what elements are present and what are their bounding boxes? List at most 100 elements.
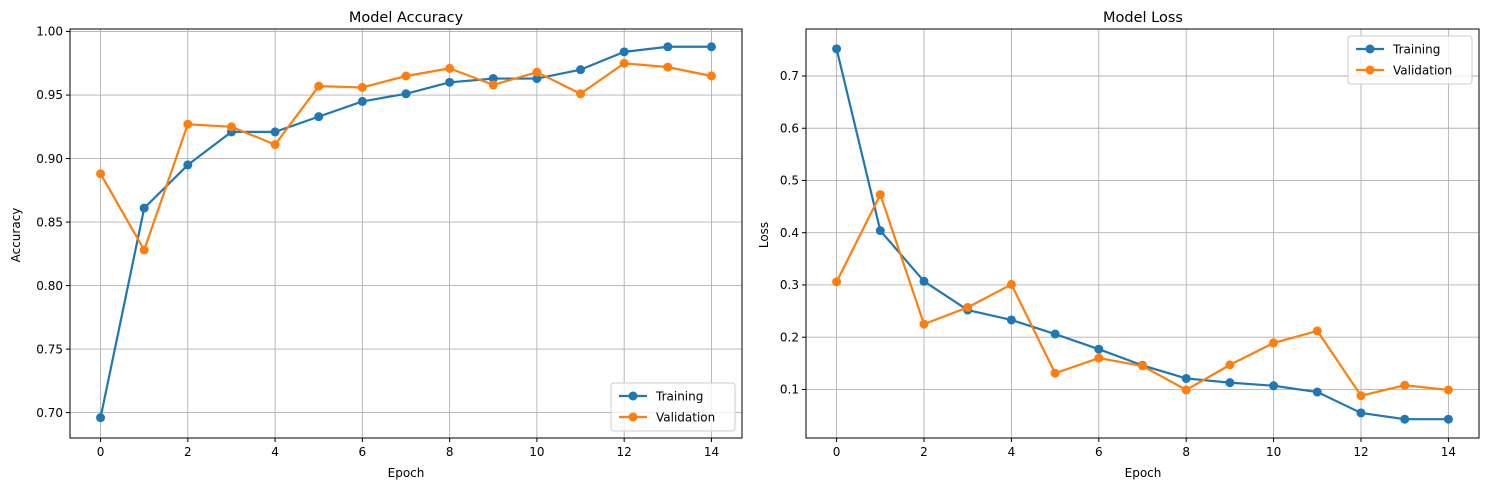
accuracy-training-point — [357, 96, 367, 106]
loss-validation-point — [963, 302, 973, 312]
loss-training-point — [832, 44, 842, 54]
accuracy-ticks: 0 2 4 6 8 10 12 14 0.70 0.75 0.80 0.85 0.90 0.95 1.00 — [36, 25, 719, 459]
loss-legend-validation-marker — [1365, 65, 1375, 75]
accuracy-series — [96, 42, 716, 423]
loss-x-axis-label: Epoch — [1125, 466, 1162, 480]
accuracy-x-axis-label: Epoch — [388, 466, 425, 480]
loss-y-tick-label: 0.6 — [780, 121, 799, 135]
accuracy-validation-point — [401, 71, 411, 81]
accuracy-chart-title: Model Accuracy — [349, 10, 464, 26]
accuracy-y-tick-label: 0.95 — [36, 88, 63, 102]
accuracy-legend-validation-marker — [628, 412, 638, 422]
loss-training-point — [1269, 381, 1279, 391]
accuracy-training-point — [401, 89, 411, 99]
loss-ticks: 0 2 4 6 8 10 12 14 0.1 0.2 0.3 0.4 0.5 0.6 0.7 — [780, 69, 1456, 459]
loss-x-tick-label: 4 — [1008, 445, 1016, 459]
accuracy-chart-panel: Model Accuracy Epoch Accuracy 0 2 4 6 8 10 12 1… — [9, 10, 743, 480]
accuracy-x-tick-label: 14 — [704, 445, 719, 459]
loss-y-axis-label: Loss — [757, 222, 771, 248]
accuracy-validation-point — [619, 58, 629, 68]
loss-x-tick-label: 0 — [833, 445, 841, 459]
accuracy-validation-point — [226, 122, 236, 132]
loss-validation-point — [1138, 361, 1147, 371]
loss-training-point — [1356, 408, 1366, 418]
accuracy-training-point — [183, 160, 193, 170]
accuracy-validation-point — [96, 169, 106, 179]
loss-validation-point — [1006, 279, 1016, 289]
accuracy-y-tick-label: 0.85 — [36, 215, 63, 229]
loss-plot-frame — [805, 28, 1480, 439]
loss-y-tick-label: 0.3 — [780, 278, 799, 292]
accuracy-training-point — [139, 203, 149, 213]
accuracy-legend-validation-label: Validation — [656, 411, 715, 425]
accuracy-validation-point — [183, 119, 193, 129]
loss-validation-point — [1400, 380, 1410, 390]
loss-validation-point — [919, 319, 929, 329]
accuracy-training-point — [532, 74, 542, 84]
loss-y-tick-label: 0.7 — [780, 69, 799, 83]
loss-validation-point — [1356, 391, 1366, 401]
accuracy-training-point — [314, 112, 324, 122]
loss-training-point — [1181, 373, 1191, 383]
accuracy-training-point — [619, 47, 629, 57]
accuracy-training-point — [576, 65, 586, 75]
accuracy-y-tick-label: 1.00 — [36, 25, 63, 39]
accuracy-legend: Training Validation — [610, 382, 736, 432]
accuracy-training-point — [663, 42, 673, 52]
loss-training-point — [1400, 414, 1410, 424]
loss-validation-point — [875, 190, 885, 200]
loss-chart-panel: Model Loss Epoch Loss 0 2 4 6 8 10 12 140.10.20… — [757, 10, 1480, 480]
loss-training-point — [875, 226, 885, 236]
loss-legend-training-label: Training — [1392, 43, 1440, 57]
loss-x-tick-label: 12 — [1353, 445, 1368, 459]
loss-y-tick-label: 0.5 — [780, 174, 799, 188]
loss-training-point — [1443, 414, 1453, 424]
accuracy-validation-point — [139, 245, 149, 255]
loss-legend-training-marker — [1365, 44, 1375, 54]
loss-training-point — [1312, 387, 1322, 397]
accuracy-legend-training-marker — [628, 391, 638, 401]
loss-validation-point — [1094, 353, 1104, 363]
loss-validation-point — [1050, 368, 1060, 378]
accuracy-training-point — [706, 42, 716, 52]
loss-gridlines — [806, 29, 1479, 438]
accuracy-x-tick-label: 8 — [446, 445, 454, 459]
loss-validation-point — [1443, 385, 1453, 395]
accuracy-x-tick-label: 6 — [359, 445, 367, 459]
accuracy-y-axis-label: Accuracy — [9, 208, 23, 263]
accuracy-validation-point — [663, 62, 673, 72]
loss-legend: Training Validation — [1347, 35, 1473, 85]
accuracy-validation-point — [357, 82, 367, 92]
loss-validation-point — [1181, 385, 1191, 395]
loss-legend-validation-label: Validation — [1393, 64, 1452, 78]
accuracy-validation-point — [314, 81, 324, 91]
accuracy-x-tick-label: 12 — [617, 445, 632, 459]
loss-validation-point — [1312, 326, 1322, 336]
loss-x-tick-label: 6 — [1095, 445, 1103, 459]
accuracy-training-point — [96, 413, 106, 423]
accuracy-legend-training-label: Training — [655, 390, 703, 404]
loss-y-tick-label: 0.1 — [780, 383, 799, 397]
accuracy-x-tick-label: 10 — [529, 445, 544, 459]
loss-x-tick-label: 14 — [1441, 445, 1456, 459]
loss-training-point — [1006, 315, 1016, 325]
accuracy-validation-point — [532, 67, 542, 77]
accuracy-x-tick-label: 4 — [271, 445, 279, 459]
loss-validation-point — [1225, 360, 1235, 370]
loss-training-point — [1225, 378, 1235, 388]
loss-x-tick-label: 10 — [1266, 445, 1281, 459]
accuracy-training-point — [488, 74, 498, 84]
loss-validation-point — [832, 277, 842, 287]
loss-x-tick-label: 8 — [1182, 445, 1190, 459]
accuracy-validation-point — [270, 140, 280, 150]
accuracy-training-point — [270, 127, 280, 137]
loss-y-tick-label: 0.2 — [780, 330, 799, 344]
accuracy-training-point — [445, 77, 455, 87]
accuracy-x-tick-label: 2 — [184, 445, 192, 459]
loss-training-point — [1050, 329, 1060, 339]
accuracy-y-tick-label: 0.75 — [36, 342, 63, 356]
loss-training-point — [1094, 344, 1104, 354]
loss-y-tick-label: 0.4 — [780, 226, 799, 240]
loss-validation-point — [1269, 338, 1279, 348]
